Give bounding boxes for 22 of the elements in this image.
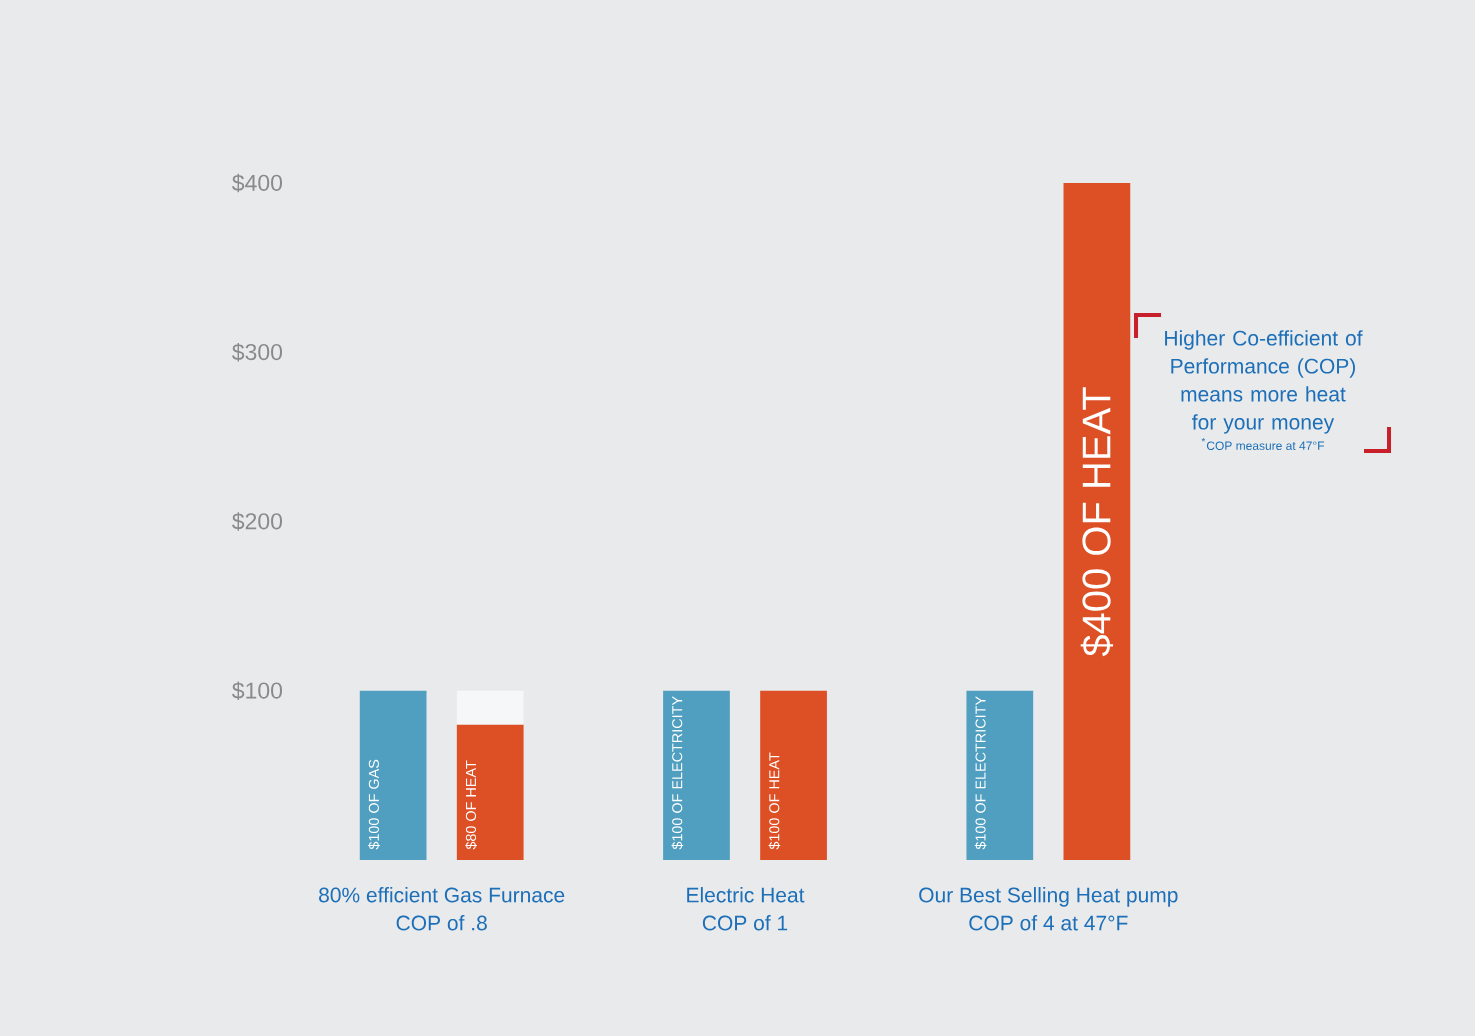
bar (456, 690, 524, 725)
annotation: Higher Co-efficient of Performance (COP) means more heat for your money (1165, 330, 1363, 434)
data-label: $80 OF HEAT (465, 760, 477, 850)
bar (359, 690, 427, 860)
bar (663, 690, 730, 860)
y-tick-label: $100 (232, 681, 283, 701)
bar (760, 690, 827, 860)
y-tick-label: $200 (232, 512, 283, 531)
bar (456, 724, 524, 860)
bar (966, 690, 1034, 860)
data-label: $400 OF HEAT (1080, 387, 1114, 657)
data-label: $100 OF HEAT (768, 752, 781, 850)
data-label: $100 OF ELECTRICITY (671, 696, 684, 850)
y-tick-label: $400 (232, 173, 283, 193)
x-tick-label: Electric Heat COP of 1 (687, 887, 805, 931)
data-label: $100 OF GAS (368, 759, 380, 850)
data-label: $100 OF ELECTRICITY (974, 696, 987, 850)
y-tick-label: $300 (232, 342, 283, 362)
bar (1063, 182, 1131, 860)
x-tick-label: Our Best Selling Heat pump COP of 4 at 47°F (919, 887, 1178, 931)
x-tick-label: 80% efficient Gas Furnace COP of .8 (319, 887, 565, 931)
text: $^{*}$COP measure at 47°F (1201, 437, 1325, 450)
